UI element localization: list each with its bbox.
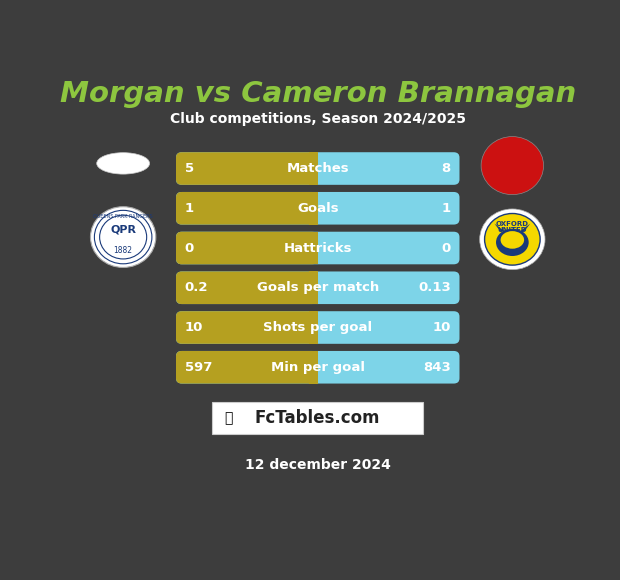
Text: 10: 10 [185, 321, 203, 334]
Text: FcTables.com: FcTables.com [255, 409, 381, 427]
FancyBboxPatch shape [309, 232, 317, 264]
FancyBboxPatch shape [212, 403, 423, 434]
FancyBboxPatch shape [309, 192, 317, 224]
FancyBboxPatch shape [176, 152, 317, 185]
Text: 843: 843 [423, 361, 451, 374]
Ellipse shape [500, 231, 524, 249]
Circle shape [481, 137, 544, 195]
Text: 597: 597 [185, 361, 212, 374]
Text: Min per goal: Min per goal [271, 361, 365, 374]
FancyBboxPatch shape [176, 192, 459, 224]
FancyBboxPatch shape [309, 271, 317, 304]
Text: 0: 0 [441, 241, 451, 255]
Text: 0.13: 0.13 [418, 281, 451, 294]
Text: 1: 1 [185, 202, 194, 215]
FancyBboxPatch shape [176, 351, 317, 383]
Polygon shape [520, 223, 530, 232]
Text: Goals per match: Goals per match [257, 281, 379, 294]
FancyBboxPatch shape [309, 351, 317, 383]
Circle shape [480, 209, 545, 270]
Text: Shots per goal: Shots per goal [263, 321, 373, 334]
Text: 1882: 1882 [113, 246, 133, 255]
Text: 5: 5 [185, 162, 194, 175]
FancyBboxPatch shape [176, 311, 459, 344]
Text: 0: 0 [185, 241, 194, 255]
FancyBboxPatch shape [176, 232, 317, 264]
Text: 10: 10 [433, 321, 451, 334]
FancyBboxPatch shape [176, 311, 317, 344]
FancyBboxPatch shape [176, 271, 459, 304]
Text: Club competitions, Season 2024/2025: Club competitions, Season 2024/2025 [170, 112, 466, 126]
Text: 📊: 📊 [224, 411, 233, 425]
FancyBboxPatch shape [176, 232, 459, 264]
Text: Goals: Goals [297, 202, 339, 215]
Text: Hattricks: Hattricks [283, 241, 352, 255]
Circle shape [485, 213, 540, 265]
Text: Morgan vs Cameron Brannagan: Morgan vs Cameron Brannagan [60, 80, 576, 108]
FancyBboxPatch shape [176, 152, 459, 185]
Text: UNITED: UNITED [498, 227, 527, 233]
Text: 1: 1 [441, 202, 451, 215]
Text: QPR: QPR [110, 224, 136, 234]
Text: QUEENS PARK RANGERS: QUEENS PARK RANGERS [94, 214, 153, 219]
Text: Matches: Matches [286, 162, 349, 175]
FancyBboxPatch shape [309, 311, 317, 344]
Text: 12 december 2024: 12 december 2024 [245, 458, 391, 472]
Text: 0.2: 0.2 [185, 281, 208, 294]
FancyBboxPatch shape [176, 192, 317, 224]
Text: 8: 8 [441, 162, 451, 175]
Circle shape [91, 206, 156, 267]
Ellipse shape [496, 229, 529, 256]
FancyBboxPatch shape [309, 152, 317, 185]
FancyBboxPatch shape [176, 351, 459, 383]
Ellipse shape [97, 153, 149, 174]
FancyBboxPatch shape [176, 271, 317, 304]
Polygon shape [494, 223, 505, 232]
Text: OXFORD: OXFORD [496, 220, 529, 227]
